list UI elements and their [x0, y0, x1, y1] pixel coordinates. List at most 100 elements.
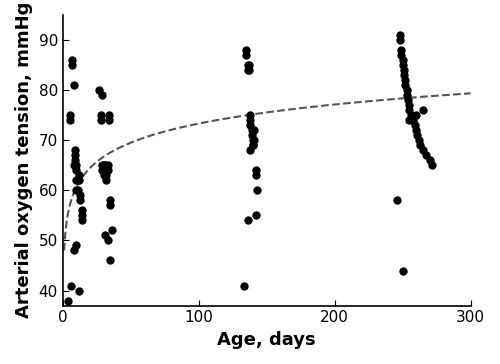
Point — [100, 167, 108, 173]
Point — [428, 162, 436, 168]
Point — [76, 193, 84, 198]
Point — [393, 197, 401, 203]
Point — [72, 162, 80, 168]
Point — [396, 32, 404, 38]
Point — [406, 117, 413, 123]
Point — [406, 102, 413, 108]
Point — [253, 187, 261, 193]
Point — [414, 132, 422, 138]
Point — [105, 117, 113, 123]
Point — [71, 153, 79, 158]
Point — [106, 197, 114, 203]
Point — [408, 117, 416, 123]
Point — [71, 147, 79, 153]
Point — [242, 47, 250, 53]
Point — [72, 177, 80, 183]
Point — [397, 52, 405, 58]
Point — [245, 67, 253, 73]
Point — [244, 67, 252, 73]
Point — [406, 107, 413, 113]
Point — [68, 62, 76, 68]
Point — [412, 112, 420, 118]
Point — [415, 137, 423, 143]
Point — [104, 167, 112, 173]
Point — [426, 157, 434, 163]
Point — [100, 173, 108, 178]
Point — [104, 238, 112, 244]
Point — [100, 162, 108, 168]
Point — [101, 233, 109, 238]
Point — [410, 117, 418, 123]
Y-axis label: Arterial oxygen tension, mmHg: Arterial oxygen tension, mmHg — [15, 2, 33, 318]
Point — [250, 127, 258, 133]
Point — [398, 62, 406, 68]
Point — [66, 117, 74, 123]
Point — [252, 173, 260, 178]
Point — [70, 248, 78, 253]
Point — [412, 127, 420, 133]
Point — [406, 112, 414, 118]
Point — [396, 37, 404, 43]
Point — [102, 173, 110, 178]
Point — [398, 268, 406, 273]
Point — [67, 282, 75, 288]
Point — [250, 137, 258, 143]
Point — [72, 167, 80, 173]
Point — [78, 218, 86, 223]
Point — [245, 62, 253, 68]
Point — [64, 298, 72, 304]
Point — [400, 67, 408, 73]
Point — [101, 173, 109, 178]
Point — [246, 147, 254, 153]
Point — [248, 127, 256, 133]
Point — [411, 122, 419, 128]
Point — [249, 142, 257, 148]
Point — [108, 228, 116, 233]
Point — [244, 218, 252, 223]
Point — [72, 187, 80, 193]
Point — [72, 242, 80, 248]
Point — [242, 52, 250, 58]
Point — [98, 162, 106, 168]
Point — [70, 162, 78, 168]
Point — [422, 153, 430, 158]
Point — [66, 112, 74, 118]
Point — [240, 282, 248, 288]
Point — [400, 72, 408, 78]
X-axis label: Age, days: Age, days — [218, 331, 316, 349]
Point — [252, 213, 260, 218]
Point — [101, 162, 109, 168]
Point — [70, 82, 78, 88]
Point — [105, 112, 113, 118]
Point — [248, 132, 256, 138]
Point — [101, 167, 109, 173]
Point — [249, 137, 257, 143]
Point — [419, 107, 427, 113]
Point — [398, 57, 406, 63]
Point — [416, 142, 424, 148]
Point — [252, 167, 260, 173]
Point — [97, 117, 105, 123]
Point — [98, 92, 106, 98]
Point — [402, 77, 409, 83]
Point — [402, 92, 410, 98]
Point — [75, 177, 83, 183]
Point — [98, 167, 106, 173]
Point — [97, 112, 105, 118]
Point — [78, 207, 86, 213]
Point — [106, 202, 114, 208]
Point — [102, 177, 110, 183]
Point — [78, 213, 86, 218]
Point — [246, 117, 254, 123]
Point — [75, 288, 83, 293]
Point — [96, 87, 104, 93]
Point — [419, 147, 427, 153]
Point — [244, 62, 252, 68]
Point — [102, 167, 110, 173]
Point — [74, 177, 82, 183]
Point — [104, 162, 112, 168]
Point — [106, 258, 114, 264]
Point — [402, 82, 409, 88]
Point — [246, 112, 254, 118]
Point — [249, 142, 257, 148]
